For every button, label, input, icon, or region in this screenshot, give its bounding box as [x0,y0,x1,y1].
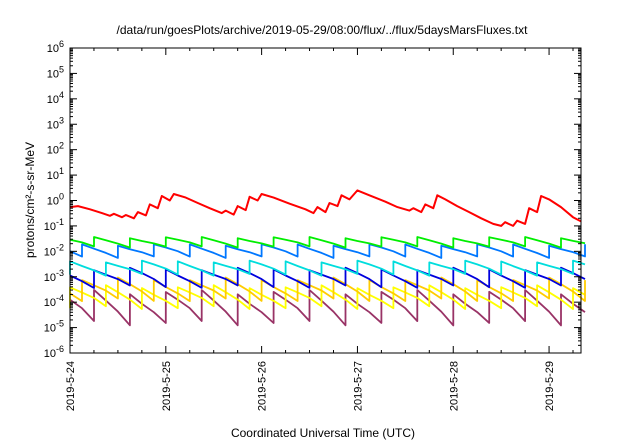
series-line-4 [69,266,586,289]
y-axis-title: protons/cm²-s-sr-MeV [23,142,37,258]
x-tick-label: 2019-5-27 [352,361,364,411]
y-tick-label: 10-5 [44,319,64,335]
x-tick-label: 2019-5-28 [448,361,460,411]
y-tick-label: 106 [47,39,64,55]
y-tick-label: 104 [47,90,64,106]
series-line-6 [69,284,586,310]
x-axis: 2019-5-24 2019-5-25 2019-5-26 2019-5-27 2019… [65,48,574,411]
y-tick-label: 10-6 [44,344,64,360]
y-tick-label: 105 [47,64,64,80]
series-line-7 [69,289,586,327]
series-line-3 [69,259,586,277]
y-tick-label: 103 [47,115,64,131]
series-line-0 [69,189,582,227]
x-tick-label: 2019-5-24 [65,361,77,411]
series-layer [69,189,586,327]
series-line-2 [69,243,586,259]
y-tick-label: 101 [47,166,64,182]
y-tick-label: 102 [47,141,64,157]
chart-title: /data/run/goesPlots/archive/2019-05-29/0… [117,23,529,37]
y-tick-label: 10-4 [44,293,64,309]
y-tick-label: 10-3 [44,268,64,284]
y-tick-label: 100 [47,192,64,208]
x-axis-title: Coordinated Universal Time (UTC) [231,426,415,440]
series-line-1 [69,236,586,249]
y-tick-label: 10-1 [44,217,64,233]
series-line-5 [69,276,586,302]
x-tick-label: 2019-5-29 [544,361,556,411]
y-tick-label: 10-2 [44,242,64,258]
x-tick-label: 2019-5-25 [161,361,173,411]
x-tick-label: 2019-5-26 [257,361,269,411]
y-axis: 10-6 10-5 10-4 10-3 10-2 10-1 100 101 102 103 104 1… [44,39,581,360]
